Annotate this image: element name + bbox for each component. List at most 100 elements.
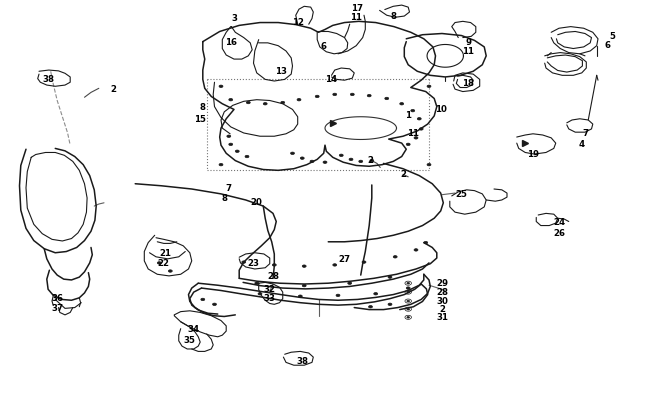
- Text: 34: 34: [188, 324, 200, 333]
- Circle shape: [272, 264, 276, 266]
- Circle shape: [258, 293, 262, 295]
- Text: 6: 6: [320, 42, 327, 51]
- Circle shape: [168, 270, 172, 273]
- Text: 2: 2: [400, 170, 406, 179]
- Circle shape: [411, 110, 415, 113]
- Text: 23: 23: [248, 259, 259, 268]
- Text: 14: 14: [326, 75, 337, 83]
- Circle shape: [407, 317, 410, 318]
- Text: 18: 18: [462, 79, 474, 87]
- Text: 2: 2: [111, 85, 117, 94]
- Text: 1: 1: [405, 111, 411, 120]
- Circle shape: [339, 155, 343, 157]
- Text: 21: 21: [160, 249, 172, 258]
- Text: 28: 28: [267, 271, 279, 280]
- Circle shape: [367, 95, 371, 98]
- Text: 28: 28: [436, 287, 448, 296]
- Circle shape: [229, 144, 233, 146]
- Text: 25: 25: [456, 190, 467, 199]
- Circle shape: [419, 128, 423, 131]
- Text: 24: 24: [553, 217, 565, 226]
- Circle shape: [348, 282, 352, 285]
- Circle shape: [407, 292, 410, 293]
- Circle shape: [388, 276, 392, 279]
- Circle shape: [362, 261, 366, 264]
- Text: 6: 6: [604, 41, 610, 50]
- Circle shape: [201, 298, 205, 301]
- Text: 9: 9: [465, 38, 471, 47]
- Text: 8: 8: [391, 12, 397, 21]
- Circle shape: [242, 261, 246, 264]
- Text: 36: 36: [51, 293, 63, 302]
- Text: 22: 22: [158, 259, 170, 268]
- Circle shape: [298, 295, 302, 298]
- Text: 27: 27: [339, 255, 350, 264]
- Circle shape: [219, 164, 223, 166]
- Text: 15: 15: [194, 115, 206, 124]
- Circle shape: [336, 294, 340, 297]
- Circle shape: [349, 159, 353, 161]
- Text: 30: 30: [436, 296, 448, 305]
- Circle shape: [388, 303, 392, 306]
- Circle shape: [385, 98, 389, 100]
- Circle shape: [427, 86, 431, 88]
- Text: 37: 37: [51, 303, 63, 312]
- Text: 38: 38: [296, 356, 308, 365]
- Circle shape: [414, 137, 418, 140]
- Circle shape: [291, 153, 294, 155]
- Text: 11: 11: [462, 47, 474, 56]
- Circle shape: [350, 94, 354, 96]
- Circle shape: [255, 282, 259, 285]
- Text: 3: 3: [231, 14, 237, 23]
- Text: 32: 32: [264, 284, 276, 293]
- Circle shape: [406, 287, 410, 290]
- Circle shape: [400, 103, 404, 106]
- Circle shape: [263, 103, 267, 106]
- Circle shape: [297, 99, 301, 102]
- Circle shape: [333, 94, 337, 96]
- Circle shape: [302, 285, 306, 287]
- Circle shape: [424, 242, 428, 244]
- Circle shape: [302, 265, 306, 268]
- Text: 29: 29: [436, 278, 448, 287]
- Text: 26: 26: [553, 228, 565, 237]
- Circle shape: [359, 161, 363, 163]
- Circle shape: [393, 256, 397, 258]
- Circle shape: [219, 86, 223, 88]
- Text: 8: 8: [221, 193, 228, 202]
- Circle shape: [157, 262, 161, 264]
- Circle shape: [235, 151, 239, 153]
- Text: 19: 19: [527, 149, 539, 158]
- Circle shape: [281, 102, 285, 104]
- Circle shape: [333, 264, 337, 266]
- Text: 11: 11: [350, 13, 362, 21]
- Circle shape: [246, 102, 250, 104]
- Text: 8: 8: [200, 103, 206, 112]
- Circle shape: [315, 96, 319, 98]
- Text: 38: 38: [43, 75, 55, 83]
- Circle shape: [370, 160, 374, 162]
- Text: 7: 7: [226, 184, 232, 193]
- Circle shape: [227, 136, 231, 138]
- Circle shape: [369, 306, 372, 308]
- Text: 4: 4: [578, 139, 585, 148]
- Text: 7: 7: [582, 129, 588, 138]
- Circle shape: [374, 293, 378, 295]
- Circle shape: [213, 303, 216, 306]
- Circle shape: [407, 301, 410, 302]
- Circle shape: [323, 162, 327, 164]
- Text: 31: 31: [436, 312, 448, 321]
- Circle shape: [407, 283, 410, 284]
- Circle shape: [417, 118, 421, 121]
- Text: 17: 17: [352, 4, 363, 13]
- Text: 16: 16: [225, 38, 237, 47]
- Circle shape: [310, 161, 314, 163]
- Circle shape: [406, 144, 410, 146]
- Text: 2: 2: [367, 156, 374, 164]
- Text: 35: 35: [184, 335, 196, 344]
- Text: 11: 11: [407, 129, 419, 138]
- Text: 2: 2: [439, 304, 445, 313]
- Text: 20: 20: [251, 198, 263, 207]
- Circle shape: [414, 249, 418, 252]
- Circle shape: [407, 309, 410, 310]
